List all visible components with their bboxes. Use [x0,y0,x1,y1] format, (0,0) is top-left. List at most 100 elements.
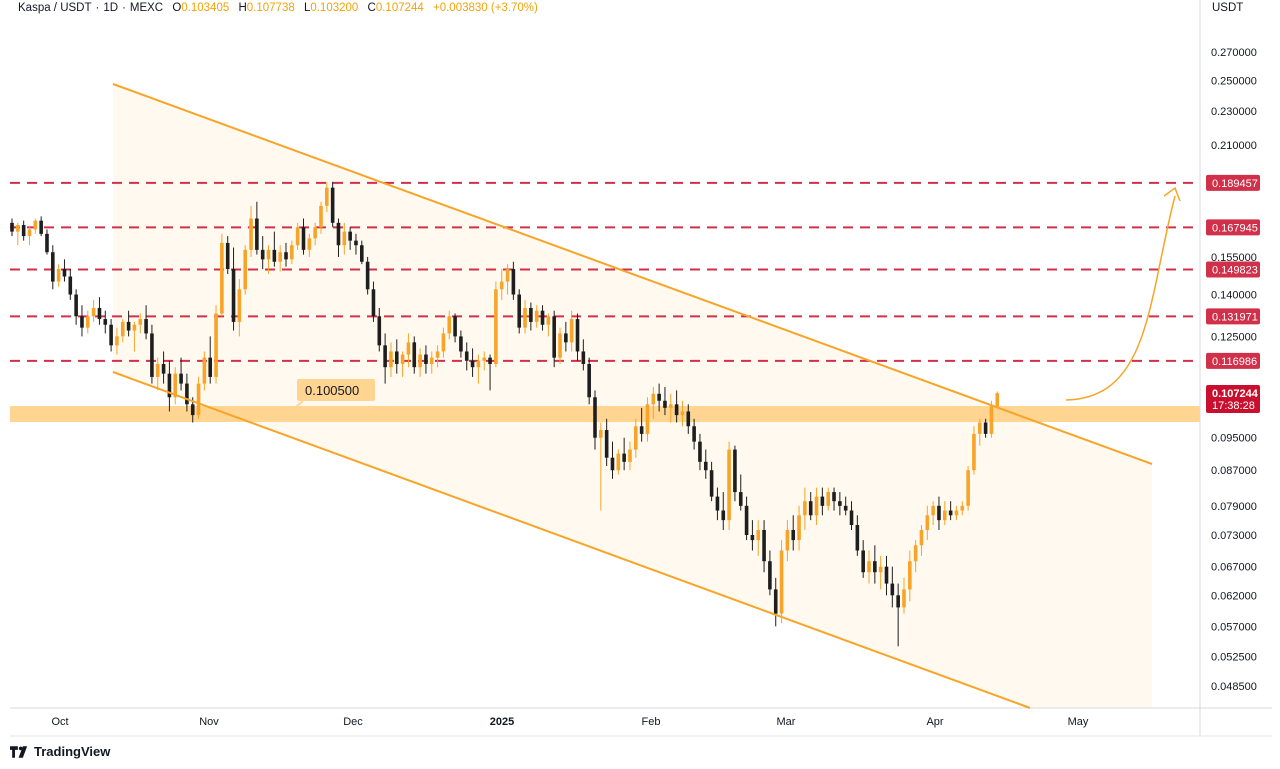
countdown-text: 17:38:28 [1212,400,1255,412]
candle [348,227,352,250]
candle-body [703,461,708,471]
candle-body [692,426,696,442]
candle [960,501,965,516]
candle-body [593,397,597,438]
price-tick-label: 0.052500 [1211,652,1257,664]
candle-body [27,229,32,237]
candle-body [925,515,930,530]
candle-body [342,231,347,246]
interval-label[interactable]: 1D [103,2,119,14]
candle [21,220,26,241]
candle-body [645,404,650,434]
candle [488,354,492,391]
candle [330,181,335,228]
candle [97,297,102,325]
candle [523,299,527,334]
candle-body [698,441,702,462]
candle-body [861,550,865,573]
candle-body [138,319,143,325]
candle [698,433,702,471]
candle-body [424,354,428,364]
candle [902,577,906,614]
candle [202,351,207,391]
candle-body [85,316,90,328]
candle [575,313,580,361]
candle-body [325,187,329,206]
candle-body [657,393,661,401]
candle-body [150,333,154,377]
resistance-price-tag: 0.189457 [1206,174,1260,191]
candle-body [750,535,755,541]
candle [255,201,259,255]
candle [569,310,574,352]
candle-body [762,529,766,562]
candle-body [295,227,300,246]
candle [744,496,749,541]
candle [692,418,696,450]
candle-body [733,449,737,493]
candle-body [10,222,14,232]
candle-body [266,249,271,260]
candle-body [715,496,720,511]
candle-body [62,269,67,277]
candle-body [91,307,96,317]
candle [144,305,148,340]
candle [668,393,673,423]
candle [925,505,930,541]
candle-body [249,218,253,250]
candle-body [937,505,941,521]
candle-body [336,222,341,246]
tradingview-logo[interactable]: TradingView [10,744,110,759]
candle-body [803,501,807,516]
projection-arrow-head [1163,186,1181,202]
candle [400,351,405,377]
candle-body [447,316,452,334]
candle [301,218,306,255]
candle-body [587,363,591,398]
resistance-price-tag: 0.131971 [1206,308,1260,325]
candle [873,545,877,584]
candle [16,222,20,246]
candle [447,310,452,340]
candle [365,256,370,295]
candle [371,281,376,322]
high-key: H [238,2,247,14]
candle-body [400,354,405,364]
candle [995,391,1000,408]
currency-label[interactable]: USDT [1212,2,1244,14]
price-tick-label: 0.057000 [1211,621,1257,633]
candle [435,345,440,368]
candle-body [628,449,632,462]
candle [540,305,545,331]
candle-body [838,501,842,506]
candle [884,555,889,596]
candle [470,348,475,377]
candle-body [977,422,982,434]
resistance-tag-text: 0.131971 [1212,311,1258,323]
candle [768,550,772,596]
candle-body [709,470,714,497]
candle [482,351,487,371]
candle-body [394,351,399,364]
resistance-tag-box [1206,261,1260,278]
candle-body [120,321,125,337]
candle-body [360,245,364,262]
candle [418,348,422,377]
change-value: +0.003830 (+3.70%) [433,2,538,14]
time-tick-label: Apr [926,716,943,728]
candle [62,259,67,282]
candle-body [435,351,440,358]
candle-body [616,453,621,471]
candle [27,227,32,246]
resistance-tag-text: 0.116986 [1212,356,1257,368]
candle [552,310,556,368]
symbol-label[interactable]: Kaspa / USDT [18,2,92,14]
resistance-tag-box [1206,352,1260,369]
channel-lower-line [112,371,1031,709]
candle-body [406,342,411,355]
candle-body [208,357,213,377]
candle [208,336,213,384]
price-tick-label: 0.095000 [1211,433,1257,445]
candle-body [943,510,947,521]
